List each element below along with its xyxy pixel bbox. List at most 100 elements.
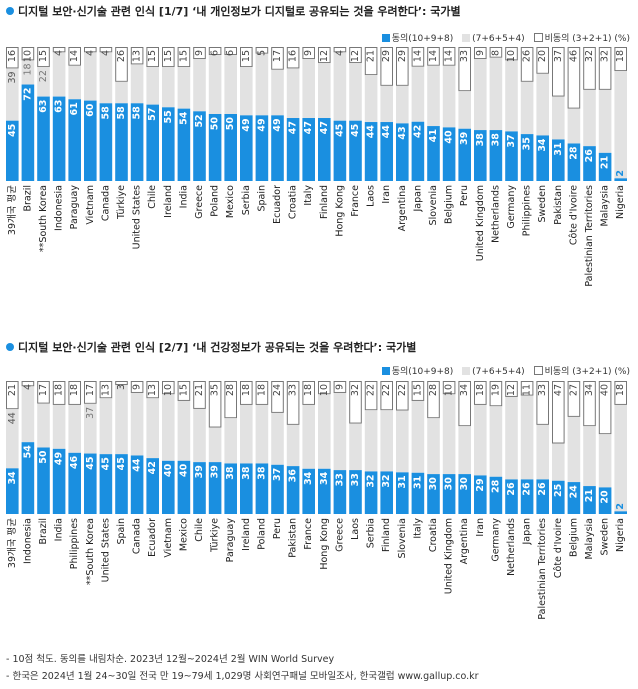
data-label-disagree: 21	[194, 384, 205, 396]
bar-middle	[489, 406, 503, 477]
bar-agree	[37, 447, 50, 514]
category-label: Paraguay	[225, 518, 236, 563]
data-label-agree: 38	[475, 133, 486, 147]
category-label: Nigeria	[615, 518, 626, 552]
bar-agree	[208, 462, 222, 514]
data-label-disagree: 6	[210, 50, 221, 56]
data-label-disagree: 34	[584, 384, 595, 396]
data-label-disagree: 12	[506, 384, 517, 396]
data-label-disagree: 15	[147, 50, 158, 62]
data-label-disagree: 18	[615, 50, 626, 62]
bar-agree	[598, 487, 612, 514]
bar-agree	[380, 471, 393, 514]
chart-panel-1: 디지털 보안·신기술 관련 인식 [1/7] ‘내 개인정보가 디지털로 공유되…	[0, 0, 638, 330]
chart-title-1: 디지털 보안·신기술 관련 인식 [1/7] ‘내 개인정보가 디지털로 공유되…	[6, 3, 461, 19]
bar-disagree	[99, 381, 113, 399]
category-label: Japan	[412, 185, 423, 213]
data-label-agree: 43	[397, 126, 408, 139]
bar-middle	[52, 404, 66, 449]
category-label: United States	[132, 185, 143, 249]
category-label: Hong Kong	[319, 518, 330, 570]
bar-middle	[427, 65, 440, 127]
data-label-disagree: 5	[256, 50, 267, 56]
bar-disagree	[130, 381, 144, 393]
bar-middle	[318, 394, 331, 469]
data-label-agree: 39	[194, 465, 205, 478]
data-label-agree: 26	[584, 149, 595, 163]
bar-agree	[396, 123, 409, 181]
data-label-disagree: 9	[132, 384, 143, 390]
data-label-disagree: 33	[459, 50, 470, 62]
category-label: **South Korea	[38, 185, 49, 252]
legend-label-middle: (7+6+5+4)	[472, 367, 525, 377]
data-label-disagree: 12	[319, 50, 330, 62]
legend-label-middle: (7+6+5+4)	[472, 34, 525, 44]
data-label-disagree: 15	[241, 50, 252, 62]
bar-disagree	[84, 381, 97, 404]
bar-middle	[333, 52, 347, 121]
data-label-agree: 42	[147, 461, 158, 474]
data-label-agree: 30	[444, 477, 455, 491]
bar-agree	[21, 84, 35, 181]
bar-agree	[193, 111, 206, 181]
bar-disagree	[536, 381, 550, 425]
bar-middle	[474, 59, 487, 131]
bar-middle	[380, 85, 393, 123]
bar-agree	[302, 118, 315, 181]
bar-middle	[146, 398, 159, 459]
bar-middle	[442, 394, 456, 475]
bar-middle	[99, 52, 113, 104]
legend-swatch-disagree	[533, 33, 543, 42]
data-label-agree: 38	[256, 466, 267, 480]
bar-agree	[130, 103, 144, 181]
bar-middle	[411, 400, 425, 473]
data-label-disagree: 18	[256, 384, 267, 396]
bar-agree	[84, 100, 97, 181]
category-label: **South Korea	[85, 518, 96, 585]
bar-disagree	[6, 47, 19, 69]
bar-disagree	[240, 47, 253, 68]
bar-middle	[37, 67, 50, 97]
bar-middle	[505, 60, 518, 132]
data-label-agree: 34	[303, 471, 314, 485]
bar-disagree	[598, 47, 612, 90]
category-label: Chile	[147, 185, 158, 209]
bar-middle	[583, 426, 596, 487]
category-label: Italy	[303, 185, 314, 206]
category-label: 39개국 평균	[7, 518, 18, 568]
data-label-agree: 58	[116, 106, 127, 120]
data-label-disagree: 13	[147, 384, 158, 396]
category-label: Italy	[412, 518, 423, 539]
data-label-disagree: 18	[241, 384, 252, 396]
data-label-middle: 37	[85, 407, 96, 419]
data-label-disagree: 10	[319, 384, 330, 396]
category-label: Germany	[490, 518, 501, 562]
bar-middle	[552, 443, 565, 481]
data-label-disagree: 28	[225, 384, 236, 396]
data-label-disagree: 9	[303, 50, 314, 56]
data-label-disagree: 26	[522, 50, 533, 62]
category-label: Hong Kong	[334, 185, 345, 237]
data-label-disagree: 4	[334, 50, 345, 56]
bar-disagree	[255, 47, 269, 54]
bar-agree	[474, 130, 487, 181]
bar-disagree	[396, 381, 409, 411]
data-label-agree: 46	[69, 455, 80, 469]
data-label-disagree: 16	[7, 50, 18, 62]
bar-middle	[224, 418, 237, 464]
bar-middle	[302, 404, 315, 469]
data-label-disagree: 9	[194, 50, 205, 56]
data-label-agree: 2	[615, 170, 626, 177]
bar-agree	[240, 115, 253, 181]
bar-disagree	[240, 381, 253, 405]
data-label-agree: 49	[54, 452, 65, 465]
bar-agree	[458, 128, 471, 181]
bar-middle	[552, 96, 565, 140]
bar-agree	[37, 96, 50, 181]
category-label: Ecuador	[272, 185, 283, 224]
data-label-disagree: 14	[69, 50, 80, 62]
category-label: Serbia	[241, 185, 252, 215]
bar-agree	[489, 130, 503, 181]
bar-agree	[52, 448, 66, 514]
bar-disagree	[520, 47, 534, 82]
